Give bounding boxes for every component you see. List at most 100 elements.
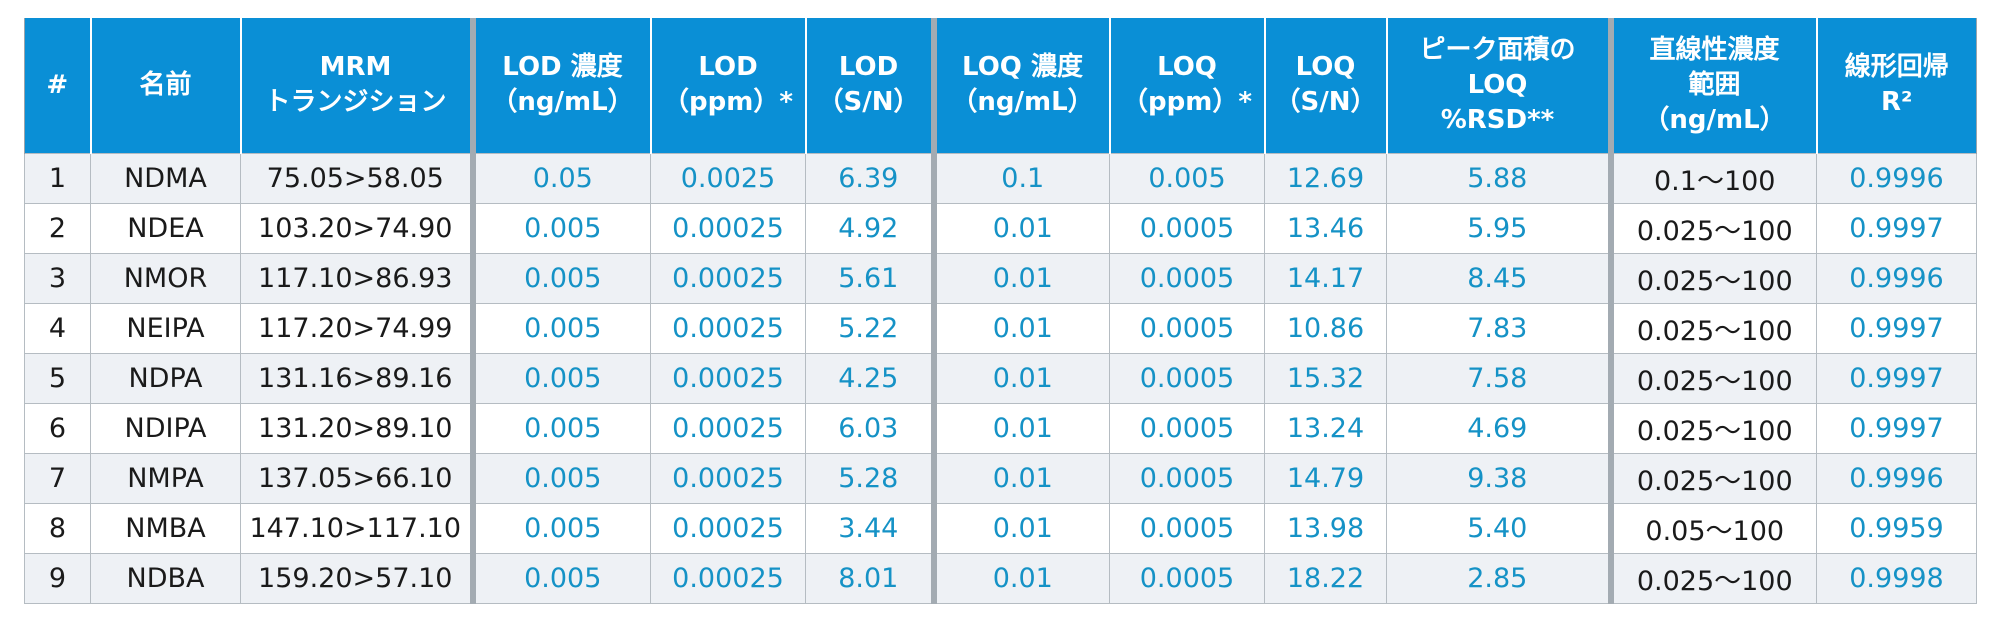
column-header-name: 名前	[89, 18, 242, 153]
cell-mrm: 137.05>66.10	[240, 452, 473, 504]
cell-loq-ppm: 0.0005	[1109, 252, 1265, 304]
cell-r2: 0.9996	[1816, 452, 1977, 504]
cell-linear-range: 0.025～100	[1607, 352, 1817, 404]
cell-loq-sn: 12.69	[1264, 152, 1387, 204]
cell-lod-sn: 3.44	[805, 502, 934, 554]
cell-index: 3	[24, 252, 91, 304]
column-header-lod-ppm: LOD （ppm）*	[649, 18, 807, 153]
cell-lod-ppm: 0.00025	[650, 302, 806, 354]
cell-lod-sn: 4.25	[805, 352, 934, 404]
header-text-line: LOQ	[1467, 69, 1528, 100]
cell-name: NDBA	[90, 552, 241, 604]
table-row: 3 NMOR 117.10>86.93 0.005 0.00025 5.61 0.01 0.0…	[24, 252, 1977, 304]
cell-loq-conc: 0.01	[930, 252, 1110, 304]
cell-loq-conc: 0.01	[930, 202, 1110, 254]
cell-lod-conc: 0.005	[469, 302, 651, 354]
cell-name: NEIPA	[90, 302, 241, 354]
cell-name: NDIPA	[90, 402, 241, 454]
cell-lod-conc: 0.005	[469, 452, 651, 504]
cell-lod-sn: 5.61	[805, 252, 934, 304]
cell-index: 9	[24, 552, 91, 604]
cell-loq-rsd: 5.40	[1386, 502, 1611, 554]
cell-index: 2	[24, 202, 91, 254]
header-text-line: 線形回帰	[1844, 52, 1949, 83]
cell-mrm: 75.05>58.05	[240, 152, 473, 204]
cell-loq-conc: 0.01	[930, 402, 1110, 454]
column-header-lod-conc: LOD 濃度 （ng/mL）	[469, 18, 652, 153]
results-table-container: # 名前 MRM トランジション LOD 濃度 （ng/mL） LOD （ppm）* LOD （S…	[24, 18, 1977, 604]
header-text-line: R²	[1881, 87, 1913, 118]
table-row: 8 NMBA 147.10>117.10 0.005 0.00025 3.44 0.01 0.…	[24, 502, 1977, 554]
nitrosamine-results-table: # 名前 MRM トランジション LOD 濃度 （ng/mL） LOD （ppm）* LOD （S…	[24, 18, 1977, 604]
cell-loq-rsd: 2.85	[1386, 552, 1611, 604]
cell-linear-range: 0.025～100	[1607, 302, 1817, 354]
header-text-line: LOQ 濃度	[962, 52, 1083, 83]
column-header-loq-rsd: ピーク面積の LOQ %RSD**	[1385, 18, 1612, 153]
cell-name: NDEA	[90, 202, 241, 254]
cell-loq-sn: 13.24	[1264, 402, 1387, 454]
cell-linear-range: 0.025～100	[1607, 202, 1817, 254]
cell-mrm: 131.20>89.10	[240, 402, 473, 454]
cell-linear-range: 0.025～100	[1607, 552, 1817, 604]
column-header-lod-sn: LOD （S/N）	[804, 18, 935, 153]
cell-loq-conc: 0.01	[930, 352, 1110, 404]
table-header-row: # 名前 MRM トランジション LOD 濃度 （ng/mL） LOD （ppm）* LOD （S…	[24, 18, 1977, 153]
cell-loq-conc: 0.01	[930, 452, 1110, 504]
cell-lod-conc: 0.05	[469, 152, 651, 204]
cell-loq-sn: 14.79	[1264, 452, 1387, 504]
header-text-line: （ng/mL）	[951, 87, 1094, 118]
cell-linear-range: 0.025～100	[1607, 252, 1817, 304]
cell-linear-range: 0.05～100	[1607, 502, 1817, 554]
table-row: 7 NMPA 137.05>66.10 0.005 0.00025 5.28 0.01 0.0…	[24, 452, 1977, 504]
cell-index: 7	[24, 452, 91, 504]
cell-r2: 0.9997	[1816, 352, 1977, 404]
header-text-line: （ng/mL）	[1643, 104, 1786, 135]
cell-name: NDPA	[90, 352, 241, 404]
table-row: 2 NDEA 103.20>74.90 0.005 0.00025 4.92 0.01 0.0…	[24, 202, 1977, 254]
header-text-line: ピーク面積の	[1419, 34, 1576, 65]
table-row: 9 NDBA 159.20>57.10 0.005 0.00025 8.01 0.01 0.0…	[24, 552, 1977, 604]
cell-lod-ppm: 0.00025	[650, 502, 806, 554]
cell-loq-rsd: 5.88	[1386, 152, 1611, 204]
cell-lod-sn: 8.01	[805, 552, 934, 604]
header-text-line: トランジション	[264, 87, 447, 118]
cell-mrm: 131.16>89.16	[240, 352, 473, 404]
cell-index: 4	[24, 302, 91, 354]
cell-mrm: 117.10>86.93	[240, 252, 473, 304]
cell-loq-ppm: 0.005	[1109, 152, 1265, 204]
header-text-line: LOD	[838, 52, 899, 83]
cell-lod-ppm: 0.00025	[650, 202, 806, 254]
table-row: 1 NDMA 75.05>58.05 0.05 0.0025 6.39 0.1 0.005 12…	[24, 152, 1977, 204]
cell-lod-ppm: 0.00025	[650, 352, 806, 404]
column-header-linear-range: 直線性濃度 範囲 （ng/mL）	[1607, 18, 1818, 153]
cell-name: NMOR	[90, 252, 241, 304]
cell-loq-sn: 13.98	[1264, 502, 1387, 554]
table-row: 5 NDPA 131.16>89.16 0.005 0.00025 4.25 0.01 0.0…	[24, 352, 1977, 404]
header-text-line: %RSD**	[1440, 104, 1555, 135]
column-header-loq-sn: LOQ （S/N）	[1263, 18, 1388, 153]
cell-linear-range: 0.025～100	[1607, 452, 1817, 504]
cell-loq-conc: 0.01	[930, 552, 1110, 604]
table-row: 6 NDIPA 131.20>89.10 0.005 0.00025 6.03 0.01 0.…	[24, 402, 1977, 454]
cell-loq-sn: 18.22	[1264, 552, 1387, 604]
cell-lod-sn: 5.22	[805, 302, 934, 354]
cell-loq-ppm: 0.0005	[1109, 352, 1265, 404]
cell-mrm: 159.20>57.10	[240, 552, 473, 604]
cell-lod-conc: 0.005	[469, 402, 651, 454]
cell-lod-sn: 4.92	[805, 202, 934, 254]
header-text-line: LOD 濃度	[502, 52, 623, 83]
table-body: 1 NDMA 75.05>58.05 0.05 0.0025 6.39 0.1 0.005 12…	[24, 152, 1977, 604]
cell-loq-ppm: 0.0005	[1109, 452, 1265, 504]
column-header-r2: 線形回帰 R²	[1815, 18, 1977, 153]
header-text-line: 名前	[139, 69, 192, 100]
cell-lod-conc: 0.005	[469, 502, 651, 554]
cell-index: 1	[24, 152, 91, 204]
cell-lod-ppm: 0.00025	[650, 552, 806, 604]
header-text-line: LOD	[698, 52, 758, 83]
cell-lod-ppm: 0.00025	[650, 452, 806, 504]
cell-loq-sn: 13.46	[1264, 202, 1387, 254]
cell-loq-rsd: 5.95	[1386, 202, 1611, 254]
cell-loq-ppm: 0.0005	[1109, 202, 1265, 254]
cell-lod-sn: 5.28	[805, 452, 934, 504]
cell-loq-rsd: 7.58	[1386, 352, 1611, 404]
